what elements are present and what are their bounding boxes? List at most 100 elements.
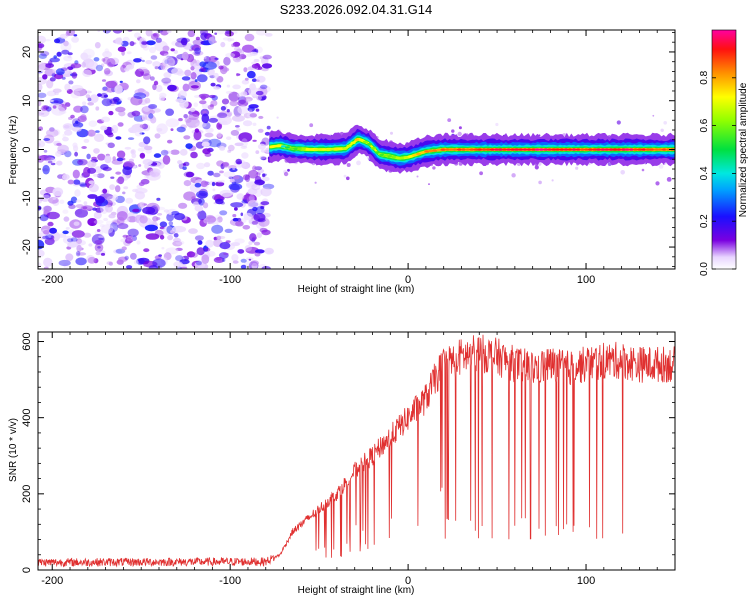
noise-blob: [139, 152, 146, 159]
ridge-core-cell: [338, 147, 344, 151]
noise-blob: [38, 61, 46, 72]
noise-blob: [249, 113, 257, 118]
noise-blob: [243, 67, 248, 73]
y-tick-label: -20: [21, 239, 33, 255]
noise-blob: [76, 238, 82, 245]
noise-blob: [194, 236, 201, 240]
noise-blob: [183, 114, 188, 119]
noise-blob: [160, 30, 169, 36]
ridge-core-cell: [632, 148, 639, 151]
noise-blob: [63, 262, 69, 269]
noise-blob: [101, 116, 111, 123]
noise-blob: [78, 182, 87, 187]
noise-blob: [87, 167, 97, 174]
noise-blob: [67, 241, 79, 248]
noise-blob: [59, 199, 65, 204]
noise-blob: [192, 50, 204, 56]
ridge-core-cell: [317, 148, 323, 151]
noise-blob: [115, 136, 122, 140]
noise-blob: [98, 235, 105, 238]
noise-blob: [82, 69, 92, 77]
ridge-core-cell: [444, 148, 450, 151]
noise-blob: [127, 212, 134, 217]
noise-blob: [244, 174, 251, 182]
noise-blob: [60, 41, 72, 52]
noise-blob: [87, 218, 98, 226]
noise-blob: [93, 219, 104, 225]
noise-blob: [81, 146, 87, 149]
noise-blob: [46, 211, 60, 220]
noise-blob: [232, 260, 239, 264]
noise-blob: [117, 122, 124, 127]
noise-blob: [246, 70, 256, 79]
noise-blob: [141, 114, 148, 121]
noise-blob: [64, 83, 71, 92]
noise-blob: [145, 60, 153, 65]
ridge-core-cell: [501, 148, 508, 151]
noise-blob: [168, 212, 172, 215]
noise-blob: [240, 264, 247, 269]
ridge-core-cell: [375, 151, 381, 154]
noise-blob: [115, 106, 126, 113]
noise-blob: [232, 84, 241, 90]
noise-blob: [124, 67, 130, 72]
ridge-scatter-dot: [655, 181, 660, 186]
ridge-core-cell: [342, 147, 348, 150]
noise-blob: [65, 102, 71, 107]
noise-blob: [260, 187, 272, 197]
noise-blob: [138, 164, 142, 167]
noise-blob: [225, 110, 233, 117]
noise-blob: [161, 247, 165, 250]
noise-blob: [130, 252, 137, 260]
noise-blob: [163, 72, 172, 78]
colorbar-tick-label: 0.0: [699, 262, 710, 276]
noise-blob: [134, 32, 141, 39]
noise-blob: [194, 47, 202, 55]
noise-blob: [93, 148, 100, 154]
noise-blob: [197, 74, 208, 83]
noise-blob: [152, 61, 161, 68]
noise-blob: [148, 104, 158, 109]
x-tick-label: -100: [219, 575, 241, 587]
noise-blob: [226, 136, 232, 140]
noise-blob: [149, 46, 156, 54]
noise-blob: [38, 53, 47, 59]
noise-blob: [245, 180, 256, 187]
noise-blob: [167, 234, 174, 241]
noise-blob: [159, 226, 165, 230]
noise-blob: [128, 158, 134, 163]
noise-blob: [135, 68, 144, 78]
noise-blob: [53, 129, 61, 136]
ridge-core: [280, 138, 675, 160]
noise-blob: [233, 175, 240, 180]
noise-blob: [255, 79, 260, 82]
ridge-core-cell: [313, 148, 319, 151]
noise-blob: [61, 49, 70, 55]
ridge-core-cell: [280, 145, 287, 148]
noise-blob: [111, 124, 119, 134]
noise-blob: [109, 184, 116, 191]
noise-blob: [144, 113, 155, 121]
ridge-scatter-dot: [511, 173, 516, 178]
ridge-scatter-dot: [538, 180, 542, 185]
noise-blob: [255, 90, 264, 96]
noise-blob: [43, 138, 51, 141]
ridge-scatter-dot: [616, 120, 621, 125]
noise-blob: [244, 33, 255, 42]
x-tick-label: 0: [405, 274, 411, 286]
noise-blob: [223, 171, 236, 178]
noise-blob: [102, 188, 108, 194]
ridge-core-cell: [436, 148, 442, 152]
noise-blob: [75, 251, 81, 257]
noise-blob: [178, 262, 182, 266]
ridge-core-cell: [637, 148, 643, 151]
noise-blob: [141, 59, 145, 63]
noise-blob: [38, 249, 45, 257]
noise-blob: [38, 142, 41, 147]
ridge-scatter-dot: [666, 177, 672, 182]
noise-blob: [144, 174, 150, 179]
noise-blob: [62, 230, 69, 235]
x-tick-label: 0: [405, 575, 411, 587]
noise-blob: [106, 220, 112, 226]
